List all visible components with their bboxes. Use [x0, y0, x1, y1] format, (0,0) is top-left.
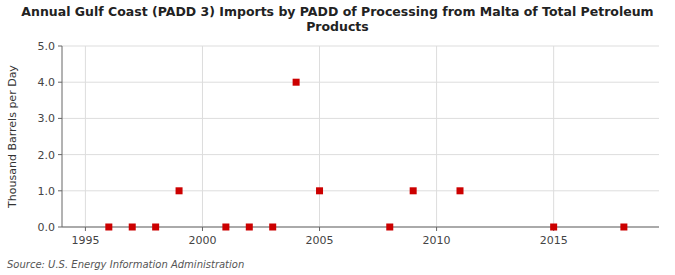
point [246, 224, 253, 231]
title-line: Products [306, 19, 369, 34]
x-tick [85, 227, 86, 231]
x-tick [319, 227, 320, 231]
chart-svg: Annual Gulf Coast (PADD 3) Imports by PA… [0, 0, 675, 275]
x-grid-line [319, 46, 320, 227]
y-tick-label: 2.0 [38, 149, 56, 162]
point [293, 79, 300, 86]
point [410, 187, 417, 194]
source-note: Source: U.S. Energy Information Administ… [7, 259, 244, 270]
point [105, 224, 112, 231]
y-grid-line [62, 154, 659, 155]
point [457, 187, 464, 194]
y-grid-line [62, 46, 659, 47]
y-axis-label: Thousand Barrels per Day [6, 65, 19, 209]
y-tick-label: 0.0 [38, 221, 56, 234]
x-grid-line [436, 46, 437, 227]
x-tick [436, 227, 437, 231]
x-axis-line [62, 227, 659, 228]
y-tick [58, 227, 62, 228]
y-tick [58, 154, 62, 155]
y-tick-label: 5.0 [38, 40, 56, 53]
points [105, 79, 627, 231]
x-grid-line [85, 46, 86, 227]
point [152, 224, 159, 231]
point [620, 224, 627, 231]
point [129, 224, 136, 231]
y-tick-label: 1.0 [38, 185, 56, 198]
chart-title: Annual Gulf Coast (PADD 3) Imports by PA… [21, 4, 653, 34]
x-tick-label: 2000 [188, 234, 216, 247]
x-tick-label: 2015 [540, 234, 568, 247]
x-tick-label: 2010 [423, 234, 451, 247]
grid [62, 46, 659, 227]
y-tick [58, 82, 62, 83]
y-tick [58, 118, 62, 119]
point [269, 224, 276, 231]
y-tick-label: 3.0 [38, 112, 56, 125]
y-axis-line [62, 46, 63, 227]
point [386, 224, 393, 231]
y-tick-label: 4.0 [38, 76, 56, 89]
y-tick [58, 190, 62, 191]
x-grid-line [202, 46, 203, 227]
point [550, 224, 557, 231]
y-grid-line [62, 118, 659, 119]
point [176, 187, 183, 194]
point [316, 187, 323, 194]
y-grid-line [62, 190, 659, 191]
x-tick [202, 227, 203, 231]
y-grid-line [62, 227, 659, 228]
x-tick-label: 2005 [306, 234, 334, 247]
point [222, 224, 229, 231]
x-tick-label: 1995 [71, 234, 99, 247]
y-tick [58, 46, 62, 47]
title-line: Annual Gulf Coast (PADD 3) Imports by PA… [21, 4, 653, 19]
y-grid-line [62, 82, 659, 83]
x-grid-line [553, 46, 554, 227]
axes: 0.0 1.0 2.0 3.0 4.0 5.0 1995 2000 2005 2010 2015 [38, 40, 660, 247]
chart-container: Annual Gulf Coast (PADD 3) Imports by PA… [0, 0, 675, 275]
